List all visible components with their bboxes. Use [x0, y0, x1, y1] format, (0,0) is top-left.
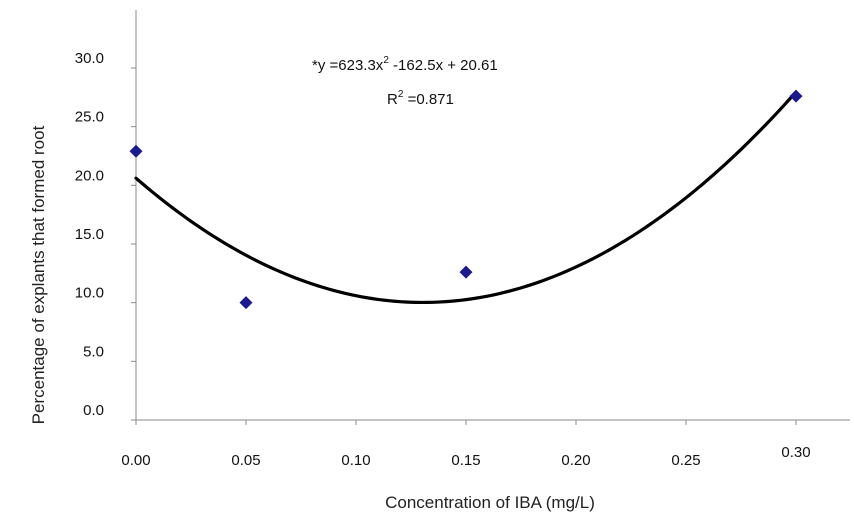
x-axis-ticks: 0.00 0.05 0.10 0.15 0.20 0.25 0.30 [121, 420, 811, 469]
data-point [239, 296, 253, 310]
y-axis-title: Percentage of explants that formed root [29, 125, 48, 424]
data-points [129, 89, 803, 310]
y-tick-label: 25.0 [75, 109, 104, 126]
trendline-equation: *y =623.3x2 -162.5x + 20.61 [312, 55, 498, 74]
r-squared: R2 =0.871 [387, 89, 454, 108]
x-axis-title: Concentration of IBA (mg/L) [385, 493, 595, 512]
y-tick-label: 0.0 [83, 402, 104, 419]
axes [135, 10, 850, 421]
data-point [789, 89, 803, 103]
y-tick-label: 15.0 [75, 226, 104, 243]
data-point [459, 265, 473, 279]
x-tick-label: 0.05 [231, 452, 260, 469]
y-axis-ticks: 0.0 5.0 10.0 15.0 20.0 25.0 30.0 [75, 50, 136, 421]
x-tick-label: 0.20 [561, 452, 590, 469]
x-tick-label: 0.15 [451, 452, 480, 469]
y-tick-label: 10.0 [75, 285, 104, 302]
trendline [134, 90, 798, 305]
x-tick-label: 0.30 [781, 444, 810, 461]
y-tick-label: 20.0 [75, 167, 104, 184]
x-tick-label: 0.25 [671, 452, 700, 469]
y-tick-label: 5.0 [83, 343, 104, 360]
x-tick-label: 0.00 [121, 452, 150, 469]
y-tick-label: 30.0 [75, 50, 104, 67]
data-point [129, 144, 143, 158]
x-tick-label: 0.10 [341, 452, 370, 469]
